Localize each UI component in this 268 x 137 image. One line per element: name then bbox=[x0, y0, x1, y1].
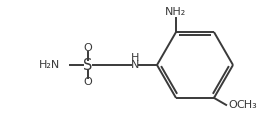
Text: CH₃: CH₃ bbox=[236, 100, 257, 110]
Text: NH₂: NH₂ bbox=[165, 7, 187, 17]
Text: O: O bbox=[84, 77, 92, 87]
Text: O: O bbox=[84, 43, 92, 53]
Text: H: H bbox=[131, 53, 139, 63]
Text: O: O bbox=[228, 100, 237, 110]
Text: H₂N: H₂N bbox=[39, 60, 60, 70]
Text: S: S bbox=[83, 58, 93, 72]
Text: N: N bbox=[131, 60, 139, 70]
